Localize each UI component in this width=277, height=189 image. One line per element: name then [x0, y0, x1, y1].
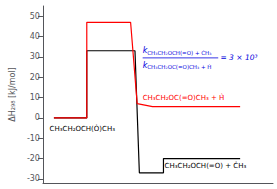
svg-text:50: 50	[30, 12, 40, 21]
svg-text:CH₃CH₂OCH(=O) + ĊH₃: CH₃CH₂OCH(=O) + ĊH₃	[165, 161, 247, 170]
svg-text:CH₃CH₂OCH(Ȯ)CH₃: CH₃CH₂OCH(Ȯ)CH₃	[50, 124, 116, 133]
svg-text:-20: -20	[27, 154, 40, 163]
svg-text:20: 20	[30, 73, 40, 82]
svg-text:0: 0	[35, 113, 40, 122]
svg-text:k: k	[142, 46, 148, 56]
svg-text:40: 40	[30, 32, 40, 41]
svg-text:CH₃CH₂OCH(=O) + ĊH₃: CH₃CH₂OCH(=O) + ĊH₃	[147, 49, 211, 56]
svg-text:= 3 × 10³: = 3 × 10³	[220, 53, 257, 62]
svg-text:30: 30	[30, 52, 40, 61]
svg-text:10: 10	[30, 93, 40, 102]
svg-text:CH₃CH₂OC(=O)CH₃ + Ḣ̇: CH₃CH₂OC(=O)CH₃ + Ḣ̇	[143, 93, 225, 102]
svg-text:-10: -10	[27, 134, 40, 143]
svg-text:k: k	[142, 60, 148, 70]
svg-text:CH₃CH₂OC(=O)CH₃ + Ḣ: CH₃CH₂OC(=O)CH₃ + Ḣ	[147, 63, 211, 70]
svg-text:ΔH₂₉₈ [kJ/mol]: ΔH₂₉₈ [kJ/mol]	[8, 67, 17, 122]
svg-text:-30: -30	[27, 174, 40, 183]
